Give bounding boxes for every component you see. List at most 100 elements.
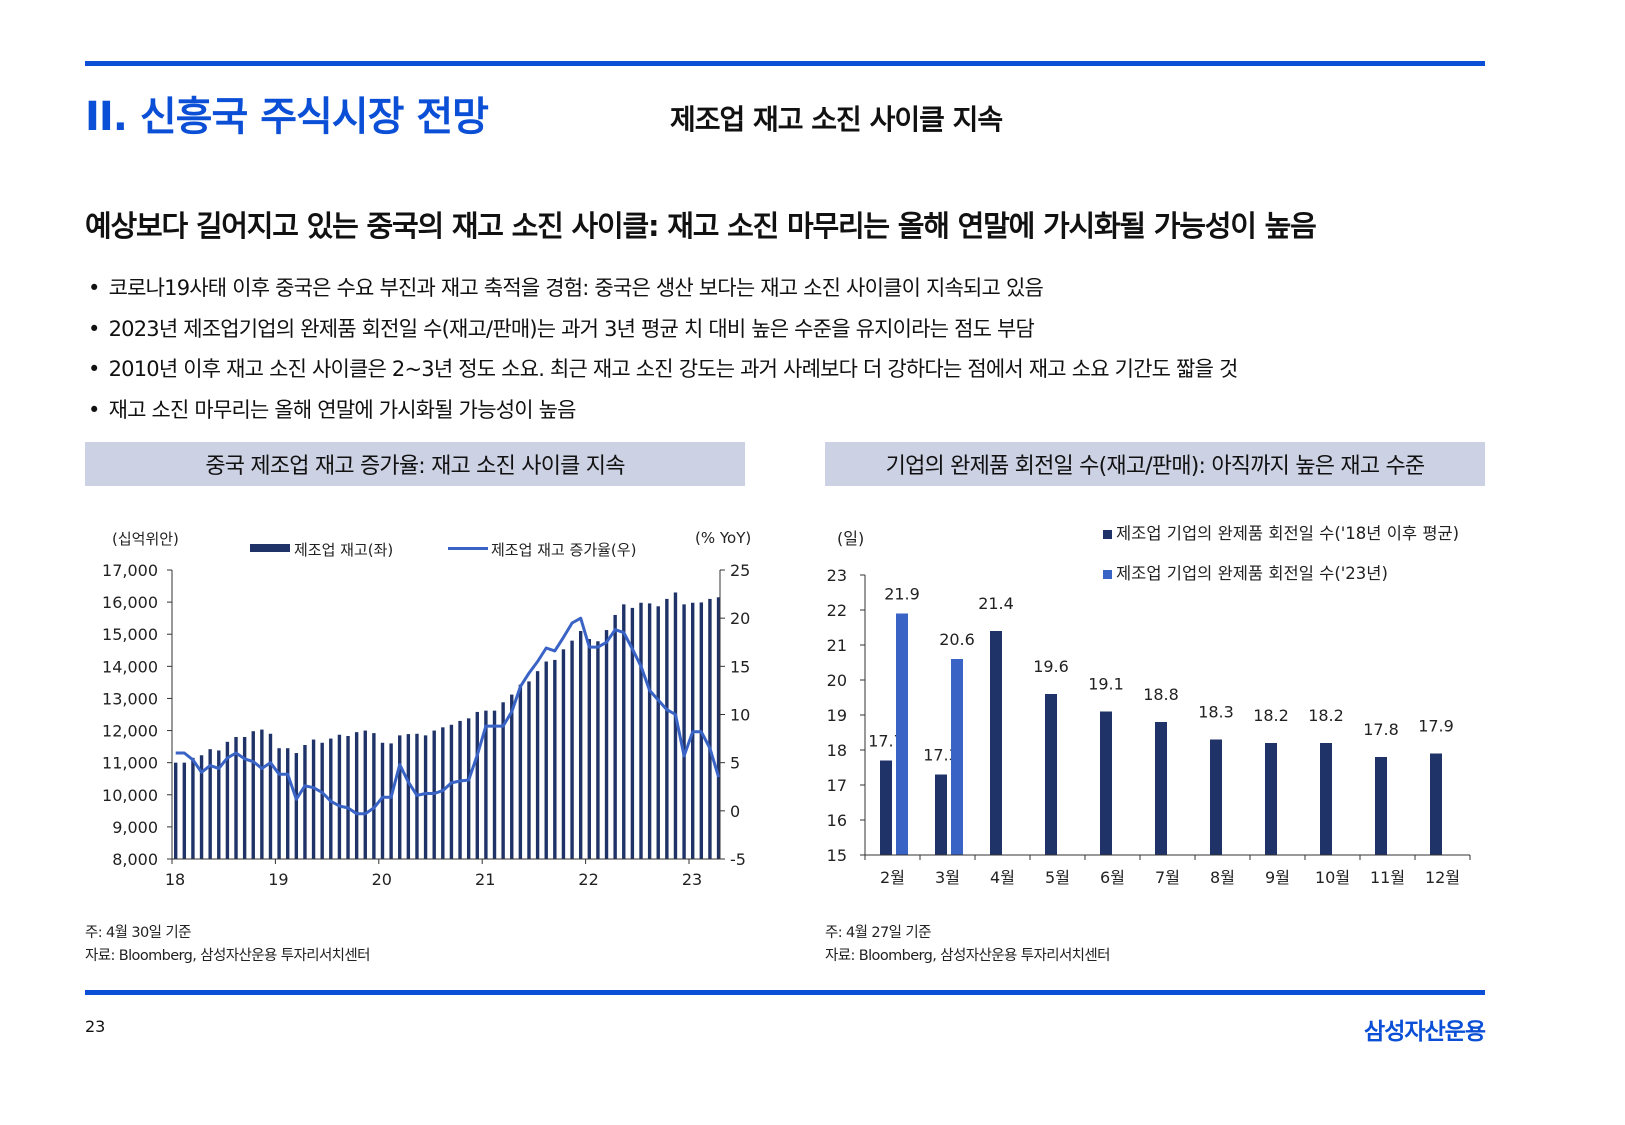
x-tick-label: 8월 [1210, 868, 1235, 887]
bar [268, 733, 273, 859]
right-tick-label: -5 [730, 850, 746, 869]
right-source: 자료: Bloomberg, 삼성자산운용 투자리서치센터 [825, 948, 1111, 964]
bar [510, 694, 514, 859]
bar [484, 710, 488, 859]
bar [423, 735, 428, 859]
bar [329, 738, 333, 859]
bar [441, 727, 445, 859]
bar [398, 735, 402, 859]
bar-average [1375, 757, 1387, 855]
legend-line-swatch [448, 547, 488, 550]
bar-2023 [896, 613, 908, 855]
bar [475, 711, 479, 859]
bar [277, 748, 281, 859]
bar [182, 762, 187, 859]
bar-average [1320, 743, 1332, 855]
x-tick-label: 21 [475, 870, 495, 889]
bar-average [1155, 722, 1167, 855]
y-tick-label: 17 [827, 776, 847, 795]
bar-average [1430, 753, 1442, 855]
right-tick-label: 10 [730, 706, 750, 725]
data-label: 18.2 [1253, 706, 1289, 725]
left-tick-label: 17,000 [102, 561, 158, 580]
legend-label: 제조업 기업의 완제품 회전일 수('23년) [1116, 564, 1388, 583]
data-label: 19.6 [1033, 657, 1069, 676]
bullet-item: 코로나19사태 이후 중국은 수요 부진과 재고 축적을 경험: 중국은 생산 … [88, 272, 1238, 313]
bar [380, 742, 385, 859]
data-label: 19.1 [1088, 675, 1124, 694]
data-label: 18.2 [1308, 706, 1344, 725]
x-tick-label: 12월 [1425, 868, 1460, 887]
data-label: 21.9 [884, 585, 920, 604]
bar [234, 736, 238, 859]
data-label: 17.8 [1363, 720, 1399, 739]
bar [501, 702, 505, 859]
right-tick-label: 15 [730, 657, 750, 676]
bar [578, 631, 583, 859]
bar [535, 671, 540, 859]
bar [303, 745, 307, 859]
x-tick-label: 22 [578, 870, 598, 889]
legend-bar-swatch [250, 544, 290, 552]
bar [363, 730, 367, 859]
inventory-chart: (십억위안) (% YoY) 제조업 재고(좌) 제조업 재고 증가율(우) 8,000… [102, 529, 751, 889]
left-tick-label: 13,000 [102, 689, 158, 708]
bar [174, 762, 178, 859]
y-tick-label: 21 [827, 636, 847, 655]
legend-swatch [1103, 530, 1112, 539]
left-tick-label: 15,000 [102, 625, 158, 644]
right-axis-unit: (% YoY) [695, 529, 751, 547]
bullet-item: 2010년 이후 재고 소진 사이클은 2~3년 정도 소요. 최근 재고 소진… [88, 353, 1239, 394]
y-tick-label: 18 [827, 741, 847, 760]
bar [208, 749, 212, 859]
y-tick-label: 20 [827, 671, 847, 690]
y-tick-label: 19 [827, 706, 847, 725]
bar [492, 710, 497, 859]
bar [242, 736, 247, 859]
bar [346, 736, 350, 859]
bottom-rule [85, 990, 1485, 995]
x-tick-label: 11월 [1370, 868, 1405, 887]
legend-label: 제조업 기업의 완제품 회전일 수('18년 이후 평균) [1116, 524, 1459, 543]
bar [716, 597, 721, 859]
x-tick-label: 19 [268, 870, 288, 889]
y-tick-label: 23 [827, 566, 847, 585]
bar [647, 603, 652, 859]
x-tick-label: 5월 [1045, 868, 1070, 887]
bar-average [1265, 743, 1277, 855]
left-tick-label: 12,000 [102, 722, 158, 741]
bar [518, 684, 523, 859]
bar [406, 734, 411, 859]
bar [458, 720, 462, 859]
right-tick-label: 20 [730, 609, 750, 628]
left-tick-label: 11,000 [102, 754, 158, 773]
left-tick-label: 8,000 [112, 850, 158, 869]
bar [682, 604, 686, 859]
page-subtitle: 제조업 재고 소진 사이클 지속 [670, 103, 1003, 136]
data-label: 18.8 [1143, 685, 1179, 704]
bar [320, 742, 324, 859]
legend-swatch [1103, 570, 1112, 579]
bar [630, 607, 635, 859]
bar [561, 649, 566, 859]
bar [449, 724, 454, 859]
bar [337, 734, 342, 859]
x-tick-label: 7월 [1155, 868, 1180, 887]
top-rule [85, 61, 1485, 66]
bar [604, 630, 609, 859]
bar [225, 741, 230, 859]
left-note: 주: 4월 30일 기준 [85, 925, 191, 941]
x-tick-label: 2월 [880, 868, 905, 887]
y-axis-unit: (일) [837, 529, 864, 548]
bar [527, 681, 531, 859]
x-tick-label: 3월 [935, 868, 960, 887]
left-tick-label: 10,000 [102, 786, 158, 805]
data-label: 20.6 [939, 630, 975, 649]
x-tick-label: 23 [682, 870, 702, 889]
bar [570, 640, 574, 859]
bar [466, 718, 471, 859]
turnover-days-chart: (일) 제조업 기업의 완제품 회전일 수('18년 이후 평균) 제조업 기업의 … [827, 524, 1471, 887]
legend-label: 제조업 재고 증가율(우) [491, 541, 636, 559]
right-tick-label: 0 [730, 802, 740, 821]
section-title: II. 신흥국 주식시장 전망 [85, 94, 489, 140]
